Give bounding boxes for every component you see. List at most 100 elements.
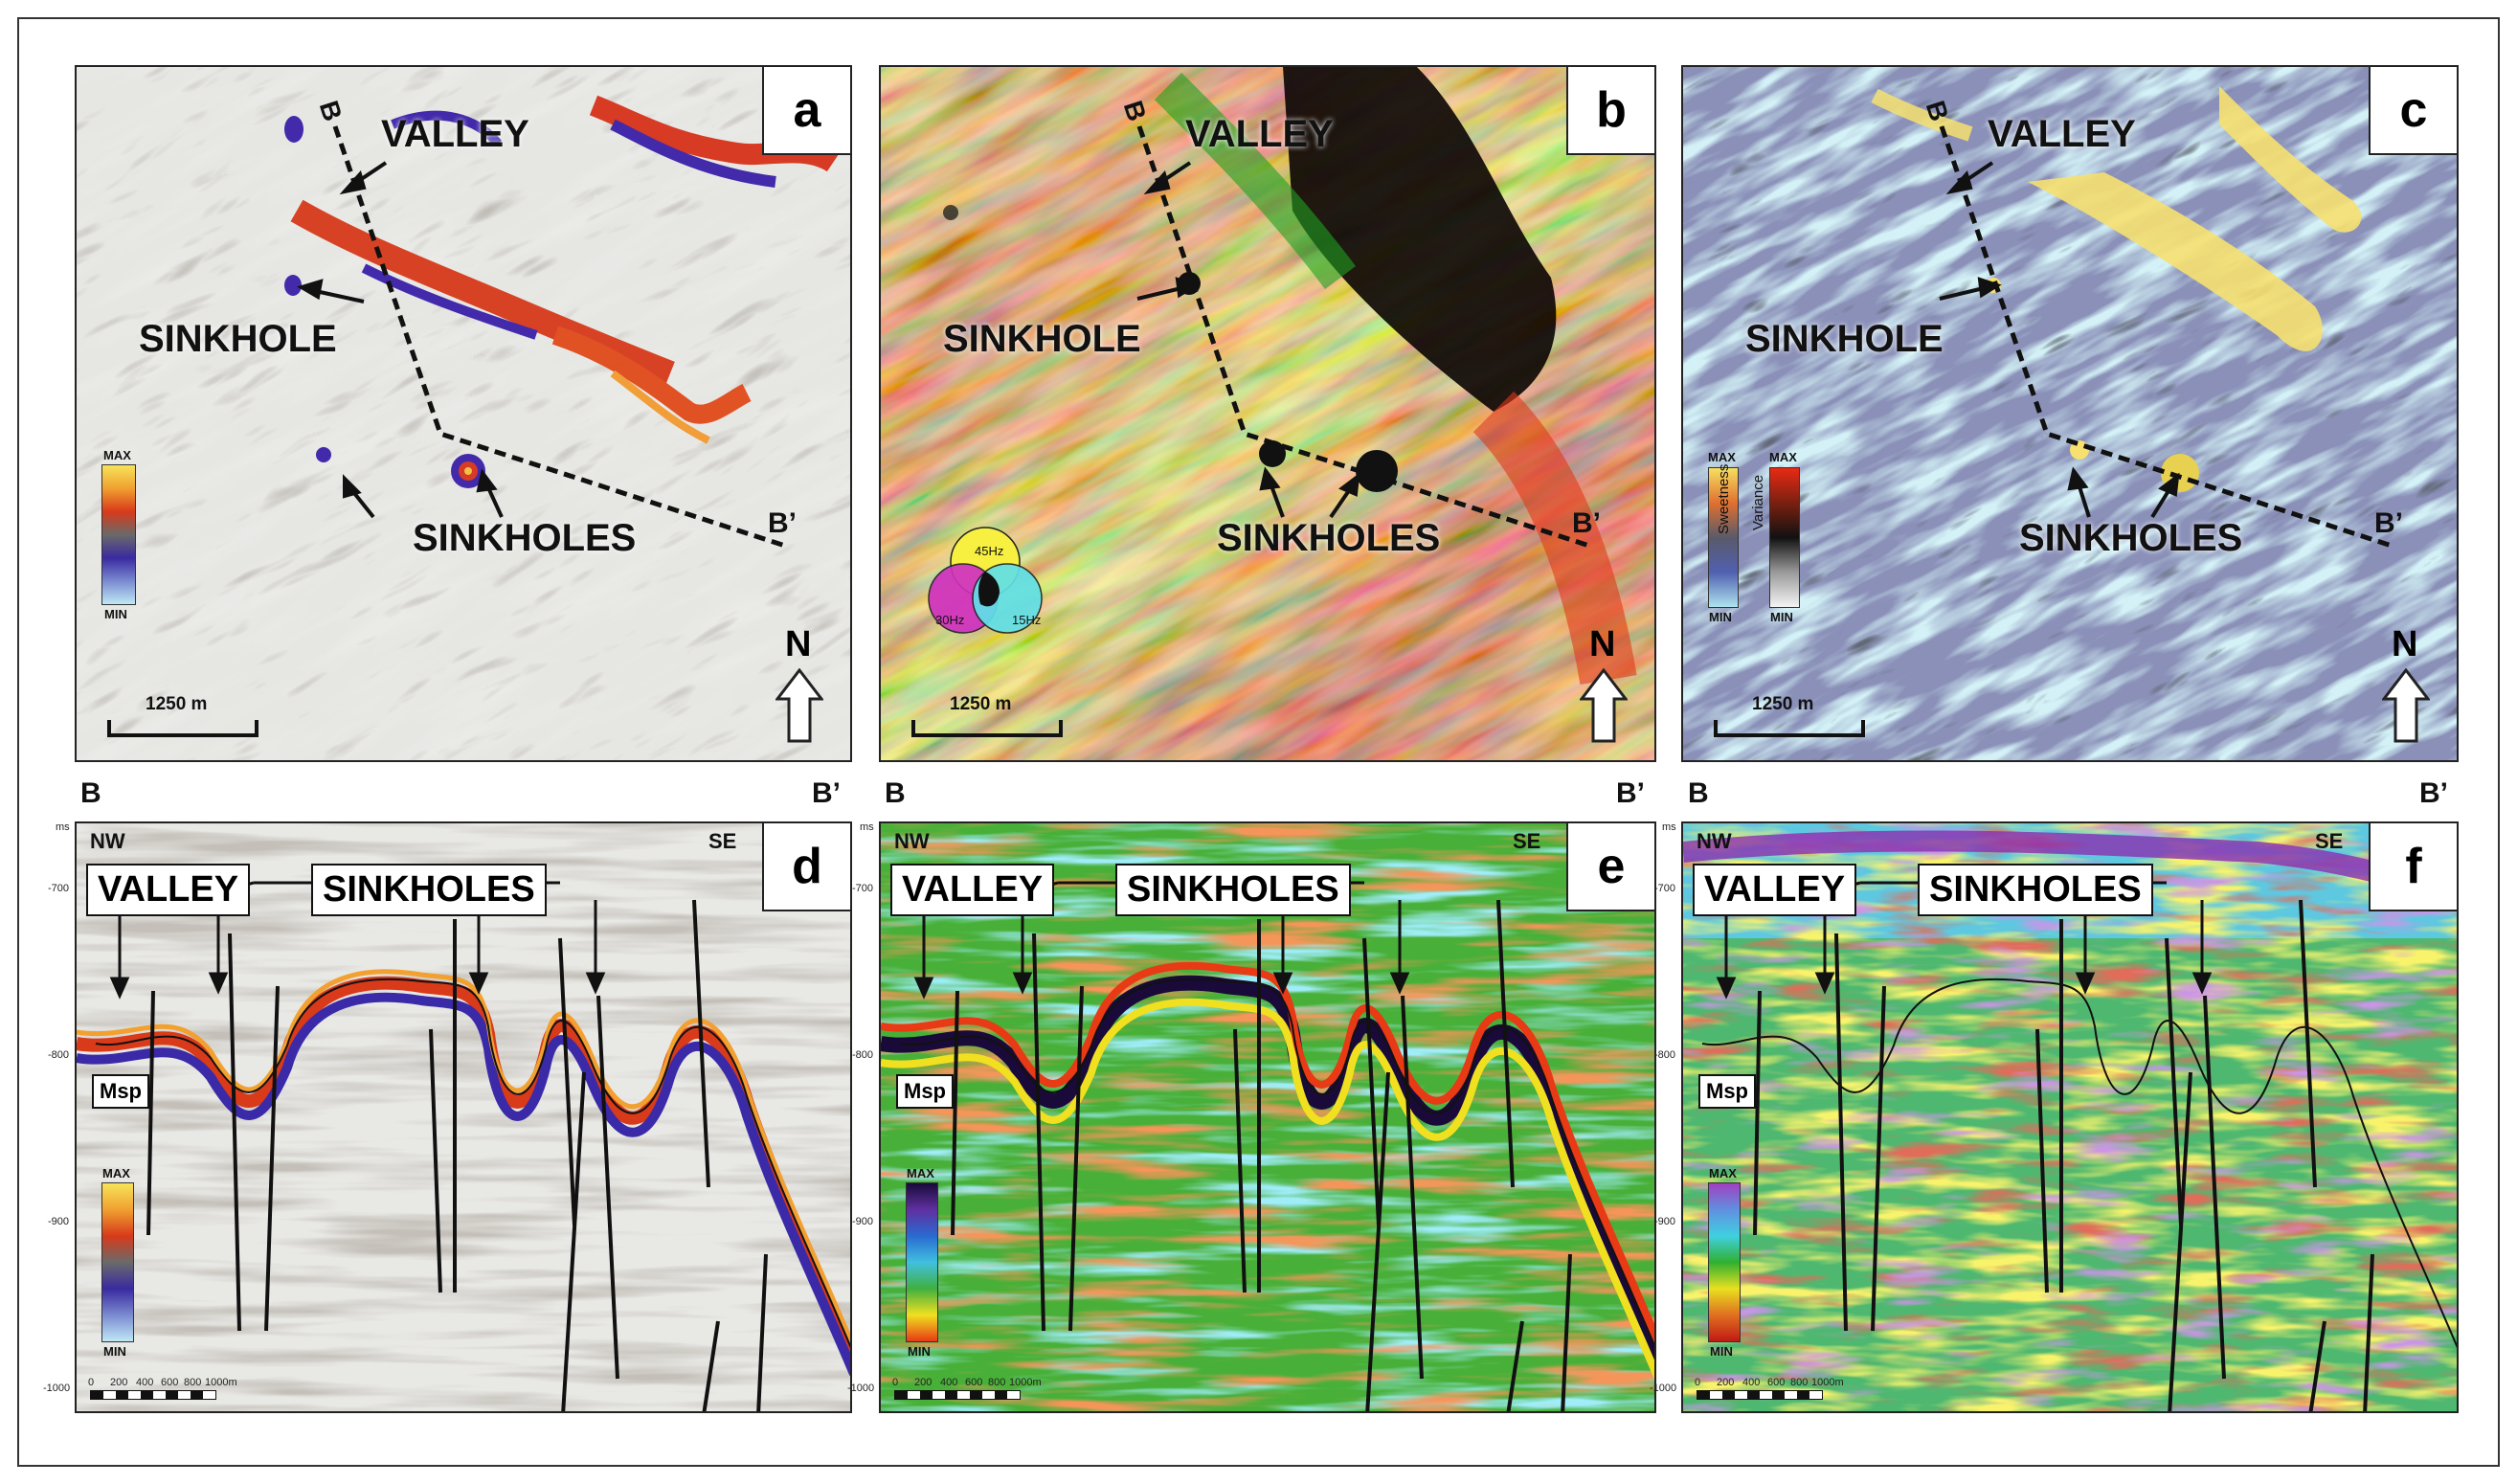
- panel-label-b: b: [1566, 67, 1654, 155]
- valley-box: VALLEY: [86, 864, 251, 916]
- b-prime-label: B’: [2374, 507, 2403, 539]
- section-e-b: B: [885, 777, 906, 809]
- scale-1000: 1000m: [205, 1377, 237, 1388]
- valley-label: VALLEY: [1185, 113, 1334, 155]
- scale-200: 200: [914, 1377, 933, 1388]
- nw-label: NW: [894, 829, 930, 853]
- axis-tick-f-1000: -1000: [1650, 1383, 1677, 1394]
- axis-tick-d-1000: -1000: [43, 1383, 71, 1394]
- axis-tick-e-700: -700: [852, 883, 874, 894]
- colorbar-d: [101, 1182, 134, 1342]
- rgb-45hz-label: 45Hz: [975, 544, 1004, 558]
- section-f-b: B: [1688, 777, 1709, 809]
- scale-text: 1250 m: [950, 694, 1012, 714]
- colorbar-max: MAX: [1709, 1166, 1737, 1180]
- nw-label: NW: [90, 829, 125, 853]
- colorbar-a: [101, 464, 136, 605]
- axis-unit-f: ms: [1662, 821, 1676, 833]
- scale-600: 600: [161, 1377, 179, 1388]
- se-label: SE: [1513, 829, 1541, 853]
- north-label: N: [2392, 624, 2418, 664]
- axis-tick-d-700: -700: [48, 883, 70, 894]
- valley-box: VALLEY: [1693, 864, 1857, 916]
- scale-0: 0: [892, 1377, 899, 1388]
- map-a-image: [77, 67, 850, 760]
- rgb-15hz-label: 15Hz: [1012, 613, 1042, 627]
- figure-frame: [17, 17, 2500, 1467]
- sweetness-colorbar: [1708, 467, 1739, 608]
- axis-unit-e: ms: [860, 821, 874, 833]
- scale-text: 1250 m: [1752, 694, 1814, 714]
- msp-label: Msp: [896, 1074, 954, 1109]
- section-scale-bar: [90, 1390, 216, 1400]
- variance-colorbar: [1769, 467, 1800, 608]
- panel-c: c VALLEY SINKHOLE SINKHOLES B B’ MAX MIN…: [1681, 65, 2459, 762]
- scale-200: 200: [110, 1377, 128, 1388]
- variance-name: Variance: [1750, 474, 1766, 530]
- scale-0: 0: [88, 1377, 95, 1388]
- scale-1000: 1000m: [1009, 1377, 1042, 1388]
- valley-label: VALLEY: [381, 113, 529, 155]
- scale-bar: [107, 720, 258, 737]
- sinkholes-box: SINKHOLES: [1115, 864, 1351, 916]
- sweetness-min: MIN: [1709, 610, 1732, 624]
- colorbar-max: MAX: [907, 1166, 934, 1180]
- se-label: SE: [2315, 829, 2344, 853]
- panel-b: b VALLEY SINKHOLE SINKHOLES B B’ 45Hz 30…: [879, 65, 1656, 762]
- b-prime-label: B’: [768, 507, 797, 539]
- section-e-b-prime: B’: [1616, 777, 1645, 809]
- se-label: SE: [708, 829, 737, 853]
- colorbar-e: [906, 1182, 938, 1342]
- panel-label-f: f: [2369, 823, 2457, 911]
- sweetness-name: Sweetness: [1716, 463, 1732, 534]
- section-d-b-prime: B’: [812, 777, 841, 809]
- scale-800: 800: [1790, 1377, 1809, 1388]
- scale-400: 400: [1742, 1377, 1761, 1388]
- north-label: N: [1589, 624, 1616, 664]
- axis-tick-e-900: -900: [852, 1216, 874, 1227]
- variance-max: MAX: [1769, 450, 1797, 464]
- panel-a: a VALLEY SINKHOLE SINKHOLES B B’ MAX MIN…: [75, 65, 852, 762]
- nw-label: NW: [1697, 829, 1732, 853]
- axis-tick-d-900: -900: [48, 1216, 70, 1227]
- sinkholes-box: SINKHOLES: [311, 864, 547, 916]
- panel-label-d: d: [762, 823, 850, 911]
- panel-label-e: e: [1566, 823, 1654, 911]
- rgb-30hz-label: 30Hz: [935, 613, 965, 627]
- valley-label: VALLEY: [1988, 113, 2136, 155]
- section-f-b-prime: B’: [2419, 777, 2448, 809]
- msp-label: Msp: [92, 1074, 149, 1109]
- axis-tick-f-800: -800: [1654, 1049, 1676, 1061]
- colorbar-min: MIN: [1710, 1344, 1733, 1359]
- scale-bar: [1714, 720, 1865, 737]
- sinkholes-label: SINKHOLES: [2019, 517, 2243, 559]
- scale-200: 200: [1717, 1377, 1735, 1388]
- scale-400: 400: [940, 1377, 958, 1388]
- panel-label-a: a: [762, 67, 850, 155]
- scale-400: 400: [136, 1377, 154, 1388]
- scale-0: 0: [1695, 1377, 1701, 1388]
- colorbar-min: MIN: [104, 607, 127, 621]
- panel-d: d NW SE VALLEY SINKHOLES Msp MAX MIN 0 2…: [75, 821, 852, 1413]
- panel-f: f NW SE VALLEY SINKHOLES Msp MAX MIN 0 2…: [1681, 821, 2459, 1413]
- sinkhole-label: SINKHOLE: [943, 318, 1141, 360]
- section-scale-bar: [894, 1390, 1021, 1400]
- scale-600: 600: [1767, 1377, 1786, 1388]
- north-label: N: [785, 624, 812, 664]
- b-prime-label: B’: [1572, 507, 1601, 539]
- colorbar-min: MIN: [908, 1344, 931, 1359]
- colorbar-max: MAX: [102, 1166, 130, 1180]
- valley-box: VALLEY: [890, 864, 1055, 916]
- axis-tick-f-700: -700: [1654, 883, 1676, 894]
- sinkholes-box: SINKHOLES: [1918, 864, 2153, 916]
- variance-min: MIN: [1770, 610, 1793, 624]
- colorbar-max: MAX: [103, 448, 131, 462]
- sinkholes-label: SINKHOLES: [413, 517, 637, 559]
- msp-label: Msp: [1698, 1074, 1756, 1109]
- section-d-b: B: [80, 777, 101, 809]
- north-arrow-icon: [775, 668, 823, 743]
- map-c-image: [1683, 67, 2457, 760]
- scale-600: 600: [965, 1377, 983, 1388]
- section-scale-bar: [1697, 1390, 1823, 1400]
- sinkhole-label: SINKHOLE: [139, 318, 337, 360]
